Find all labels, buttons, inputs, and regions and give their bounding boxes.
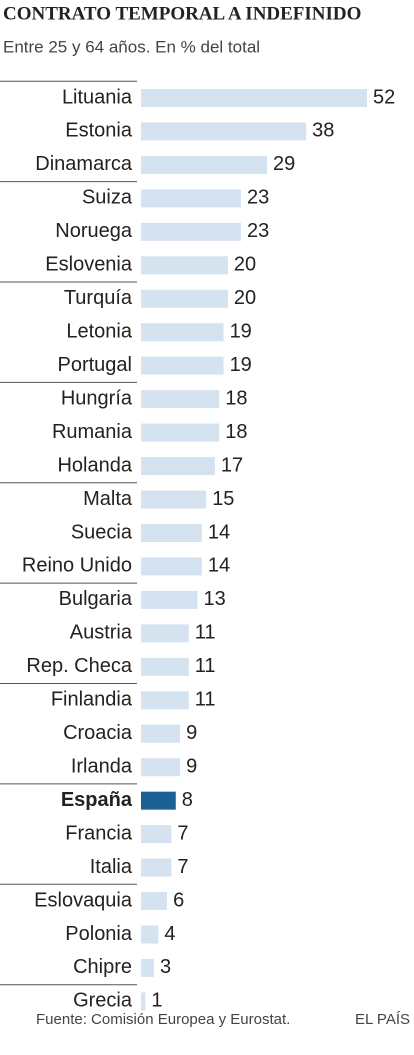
category-label: Polonia [65, 923, 133, 945]
value-label: 19 [230, 321, 252, 343]
value-label: 14 [208, 521, 230, 543]
category-label: Dinamarca [35, 153, 133, 175]
source: Fuente: Comisión Europea y Eurostat. [36, 1011, 290, 1028]
category-label: Grecia [73, 990, 133, 1012]
bar [141, 791, 176, 810]
category-label: Chipre [73, 956, 132, 978]
category-label: Bulgaria [59, 588, 133, 610]
chart-subtitle: Entre 25 y 64 años. En % del total [3, 37, 260, 56]
value-label: 18 [225, 421, 247, 443]
bar [141, 557, 202, 576]
bar [141, 523, 202, 542]
category-label: Austria [70, 622, 133, 644]
value-label: 15 [212, 488, 234, 510]
value-label: 9 [186, 755, 197, 777]
value-label: 52 [373, 86, 395, 108]
category-label: Italia [90, 856, 133, 878]
category-label: Suiza [82, 187, 133, 209]
category-label: Suecia [71, 521, 133, 543]
category-label: Letonia [66, 321, 132, 343]
bar [141, 825, 172, 844]
category-label: Rep. Checa [26, 655, 132, 677]
bar [141, 590, 198, 609]
category-label: Turquía [64, 287, 133, 309]
category-label: Malta [83, 488, 133, 510]
value-label: 23 [247, 187, 269, 209]
category-label: Eslovenia [45, 254, 133, 276]
bar [141, 155, 268, 174]
bar [141, 457, 215, 476]
bar [141, 222, 241, 241]
category-label: Noruega [55, 220, 133, 242]
value-label: 7 [177, 856, 188, 878]
value-label: 20 [234, 254, 256, 276]
bar [141, 925, 159, 944]
value-label: 11 [195, 622, 216, 644]
bar [141, 892, 168, 911]
bar [141, 858, 172, 877]
bar [141, 958, 155, 977]
category-label: España [61, 789, 133, 811]
value-label: 38 [312, 120, 334, 142]
value-label: 23 [247, 220, 269, 242]
category-label: Hungría [61, 387, 133, 409]
category-label: Eslovaquia [34, 889, 133, 911]
category-label: Irlanda [71, 755, 133, 777]
bar [141, 289, 228, 308]
brand: EL PAÍS [355, 1011, 410, 1028]
value-label: 4 [164, 923, 175, 945]
category-label: Croacia [63, 722, 133, 744]
value-label: 14 [208, 555, 230, 577]
value-label: 29 [273, 153, 295, 175]
value-label: 17 [221, 454, 243, 476]
value-label: 1 [151, 990, 162, 1012]
value-label: 3 [160, 956, 171, 978]
bar [141, 423, 220, 442]
bar [141, 189, 241, 208]
bar [141, 89, 367, 107]
category-label: Holanda [57, 454, 132, 476]
category-label: Reino Unido [22, 555, 132, 577]
bar [141, 992, 146, 1011]
bar [141, 356, 224, 375]
value-label: 9 [186, 722, 197, 744]
category-label: Finlandia [51, 689, 133, 711]
value-label: 19 [230, 354, 252, 376]
bar [141, 724, 181, 743]
value-label: 18 [225, 387, 247, 409]
category-label: Rumania [52, 421, 133, 443]
value-label: 8 [182, 789, 193, 811]
value-label: 20 [234, 287, 256, 309]
category-label: Estonia [65, 120, 133, 142]
value-label: 6 [173, 889, 184, 911]
bar [141, 256, 228, 275]
value-label: 11 [195, 655, 216, 677]
bar [141, 691, 189, 710]
bar [141, 490, 207, 509]
bar [141, 323, 224, 342]
value-label: 11 [195, 689, 216, 711]
value-label: 13 [204, 588, 226, 610]
category-label: Lituania [62, 86, 133, 108]
bar [141, 390, 220, 409]
bar [141, 122, 307, 141]
bar [141, 624, 189, 643]
category-label: Francia [65, 822, 133, 844]
value-label: 7 [177, 822, 188, 844]
chart-title: CONTRATO TEMPORAL A INDEFINIDO [3, 3, 361, 24]
category-label: Portugal [58, 354, 133, 376]
bar [141, 657, 189, 676]
bar [141, 758, 181, 777]
